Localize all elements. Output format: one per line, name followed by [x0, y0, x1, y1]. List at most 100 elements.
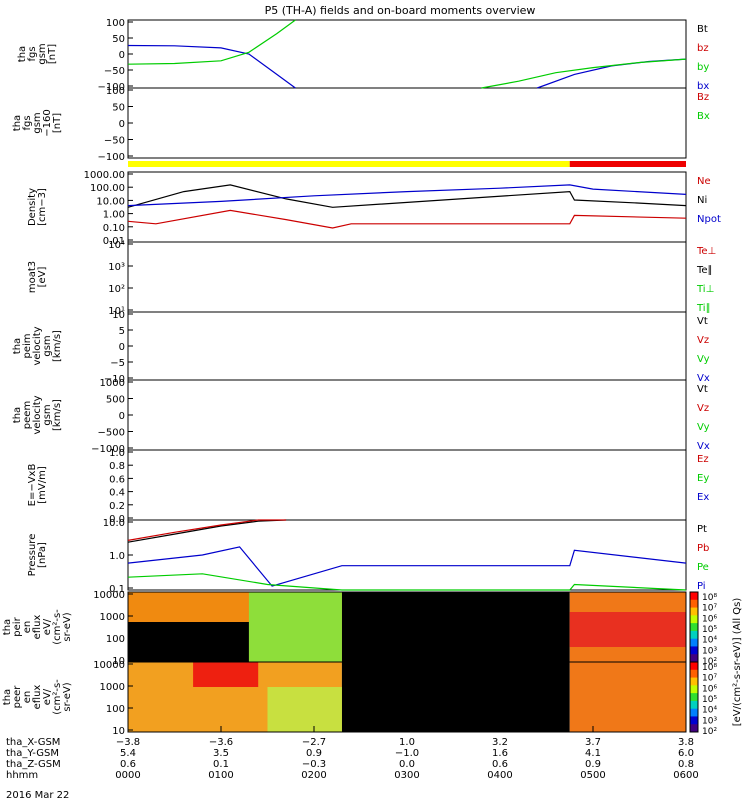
ylabel-line: moat3 — [27, 261, 38, 293]
ylabel-line: fgs — [22, 115, 33, 130]
colorbar-band — [690, 630, 698, 640]
xaxis-value: 0100 — [208, 770, 233, 781]
series-group-fgs — [127, 19, 687, 89]
panel-fgs_dsl: 100 50 0 −50 −100 thafgsgsm−160[nT] Bz Bx — [12, 86, 710, 163]
colorbar-tick: 10³ — [702, 716, 717, 726]
spectrogram-peer-right — [569, 662, 686, 732]
colorbar-band — [690, 599, 698, 609]
spectrogram-peer-hot — [193, 662, 259, 687]
panel-peim: 10 5 0 −5 −10 thapeimvelocitygsm[km/s] Vt Vz Vy V… — [12, 310, 710, 385]
colorbar-band — [690, 662, 698, 671]
spectrogram-peir-green — [248, 592, 342, 662]
ylabel-line: −160 — [42, 109, 53, 136]
colorbar-band — [690, 623, 698, 632]
colorbar-band — [690, 654, 698, 663]
legend-Bx: Bx — [697, 111, 710, 122]
legend-Pt: Pt — [697, 524, 707, 535]
xaxis-row-label: tha_X-GSM — [6, 737, 60, 748]
xaxis-value: −1.0 — [395, 748, 419, 759]
ytick-label: 1000 — [100, 682, 125, 693]
colorbar-band — [690, 592, 698, 601]
series-line-Pt — [127, 519, 287, 543]
ylabel-line: peim — [22, 333, 33, 358]
legend-Vy: Vy — [697, 354, 710, 365]
xaxis-value: −2.7 — [302, 737, 326, 748]
colorbar-tick: 10⁴ — [702, 636, 717, 646]
legend-Npot: Npot — [697, 214, 721, 225]
ylabel-line: [nT] — [47, 44, 58, 64]
ylabel-line: peem — [22, 401, 33, 429]
panel-peir: 10000 1000 100 10 thapeirenefluxeV/(cm²-s-sr… — [2, 590, 687, 667]
colorbar-band — [690, 646, 698, 655]
series-line-bx — [536, 58, 687, 89]
xaxis-value: 3.7 — [585, 737, 601, 748]
panel-peem: 1000 500 0 −500 −1000 thapeemvelocitygsm[km/s… — [12, 378, 710, 455]
colorbar-label: [eV/(cm²-s-sr-eV)] (All Qs) — [732, 598, 743, 727]
colorbar-band — [690, 607, 698, 616]
ytick-label: 0 — [119, 119, 125, 130]
panel-frame-efield — [127, 449, 687, 521]
ytick-label: 1.00 — [103, 210, 125, 221]
legend-Vz: Vz — [697, 403, 709, 414]
panel-frame-peem — [127, 379, 687, 451]
ylabel-line: fgs — [27, 46, 38, 61]
colorbar-band — [690, 700, 698, 710]
legend-Te∥: Te∥ — [696, 265, 713, 276]
legend-Vy: Vy — [697, 422, 710, 433]
colorbar-band — [690, 693, 698, 702]
legend-bz: bz — [697, 43, 709, 54]
colorbar-band — [690, 708, 698, 717]
colorbar-tick: 10² — [702, 727, 717, 737]
xaxis-value: 0.8 — [678, 759, 694, 770]
ylabel-line: Pressure — [27, 534, 38, 577]
ylabel-line: gsm — [32, 112, 43, 133]
series-line-bx — [127, 44, 296, 89]
spacecraft-state-bar-yellow — [128, 161, 570, 167]
ylabel-line: tha — [12, 338, 23, 354]
ylabel-line: eV/ — [42, 688, 53, 705]
ytick-label: 10¹ — [108, 306, 125, 317]
xaxis-value: 4.1 — [585, 748, 601, 759]
ytick-label: 10 — [112, 726, 125, 737]
ylabel-line: [cm−3] — [37, 188, 48, 226]
colorbar-band — [690, 638, 698, 647]
xaxis-value: 0500 — [580, 770, 605, 781]
ylabel-peer: thapeerenefluxeV/(cm²-s-sr-eV) — [2, 679, 73, 715]
ylabel-pressure: Pressure[nPa] — [27, 534, 48, 577]
legend-Ti∥: Ti∥ — [696, 303, 711, 314]
panel-frame-fgs_dsl — [127, 87, 687, 159]
colorbar-tick: 10⁵ — [702, 695, 717, 705]
xaxis-value: 0200 — [301, 770, 326, 781]
series-line-Pb — [127, 519, 287, 541]
ytick-label: −5 — [110, 358, 125, 369]
xaxis-value: −3.8 — [116, 737, 140, 748]
ytick-label: 1.0 — [109, 448, 125, 459]
legend-Ey: Ey — [697, 473, 709, 484]
ylabel-line: tha — [17, 46, 28, 62]
ytick-label: 0 — [119, 411, 125, 422]
legend-Ni: Ni — [697, 195, 707, 206]
xaxis-value: −3.6 — [209, 737, 233, 748]
ytick-label: 100.00 — [90, 183, 125, 194]
ytick-label: −10 — [104, 374, 125, 385]
ylabel-line: [nT] — [52, 113, 63, 133]
colorbar-band — [690, 677, 698, 686]
panel-frame-fgs — [127, 19, 687, 89]
ylabel-line: tha — [2, 619, 13, 635]
ylabel-line: [eV] — [37, 267, 48, 288]
legend-Ex: Ex — [697, 492, 709, 503]
ylabel-line: tha — [2, 689, 13, 705]
legend-Pi: Pi — [697, 581, 706, 592]
ylabel-line: [km/s] — [52, 330, 63, 362]
xaxis-value: 0.1 — [213, 759, 229, 770]
ylabel-peim: thapeimvelocitygsm[km/s] — [12, 326, 63, 365]
date-label: 2016 Mar 22 — [6, 790, 69, 800]
ylabel-peem: thapeemvelocitygsm[km/s] — [12, 395, 63, 434]
legend-Ez: Ez — [697, 454, 709, 465]
series-line-Pi — [127, 546, 687, 587]
ylabel-line: [nPa] — [37, 542, 48, 568]
ytick-label: −1000 — [91, 444, 125, 455]
colorbar-tick: 10⁷ — [702, 674, 717, 684]
